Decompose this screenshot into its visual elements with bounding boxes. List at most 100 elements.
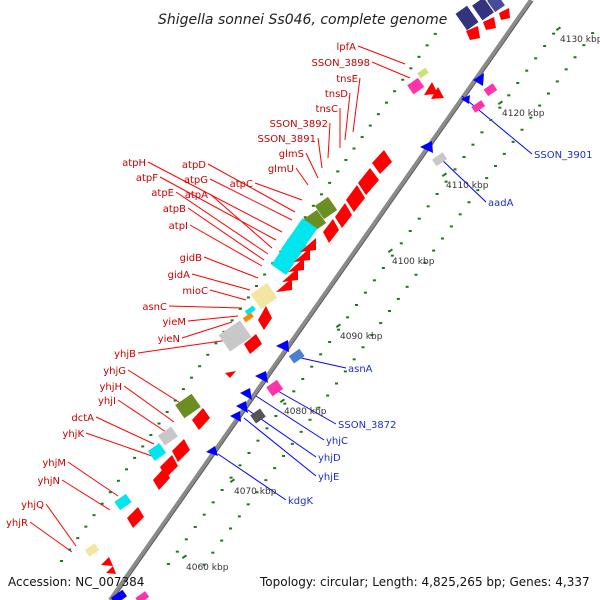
gene-label-glmu[interactable]: glmU xyxy=(268,164,294,175)
gene-glmU[interactable] xyxy=(346,185,365,212)
gene-label-atpc[interactable]: atpC xyxy=(230,179,253,190)
gene-SSON_3901-c[interactable] xyxy=(461,95,470,104)
gene-label-atpe[interactable]: atpE xyxy=(151,188,174,199)
gene-SSON_3901-b[interactable] xyxy=(483,83,498,97)
gene-yhjG[interactable] xyxy=(175,393,201,419)
gene-yieN[interactable] xyxy=(258,306,272,330)
gene-label-glms[interactable]: glmS xyxy=(279,149,304,160)
gene-label-atpi[interactable]: atpI xyxy=(169,221,188,232)
gene-yhjK-c[interactable] xyxy=(153,468,170,490)
gene-label-yhjd[interactable]: yhjD xyxy=(318,453,341,464)
gene-label-sson_3898[interactable]: SSON_3898 xyxy=(312,58,371,69)
gene-atpA[interactable] xyxy=(323,219,339,243)
gene-mioC[interactable] xyxy=(250,282,278,310)
small-forward-gene[interactable] xyxy=(225,371,236,378)
gene-label-asnc[interactable]: asnC xyxy=(142,302,167,313)
gene-label-yien[interactable]: yieN xyxy=(158,334,180,345)
gene-label-asna[interactable]: asnA xyxy=(348,364,373,375)
gene-yhjE[interactable] xyxy=(250,408,266,424)
gene-label-yhjr[interactable]: yhjR xyxy=(6,518,28,529)
gene-SSON_3901-a[interactable] xyxy=(473,73,484,86)
gene-label-atph[interactable]: atpH xyxy=(122,158,146,169)
scale-tick-dot xyxy=(157,422,161,425)
gene-label-gidb[interactable]: gidB xyxy=(180,253,202,264)
gene-atpI[interactable] xyxy=(288,258,304,272)
gene-aadA-a[interactable] xyxy=(420,141,433,153)
gene-SSON_3892[interactable] xyxy=(372,150,392,174)
bottom-reverse-gene-b[interactable] xyxy=(135,591,150,600)
feature-block[interactable] xyxy=(472,0,494,21)
gene-label-sson_3892[interactable]: SSON_3892 xyxy=(270,119,329,130)
gene-label-tnsd[interactable]: tnsD xyxy=(325,89,348,100)
gene-label-yiem[interactable]: yieM xyxy=(163,317,186,328)
gene-yhjK[interactable] xyxy=(172,439,190,462)
gene-label-yhjm[interactable]: yhjM xyxy=(42,458,66,469)
gene-yhjH[interactable] xyxy=(192,408,210,430)
gene-label-atpg[interactable]: atpG xyxy=(184,175,208,186)
gene-gidB[interactable] xyxy=(282,268,298,282)
gene-label-yhjq[interactable]: yhjQ xyxy=(21,500,44,511)
gene-SSON_3901-d[interactable] xyxy=(471,100,486,113)
gene-label-atpf[interactable]: atpF xyxy=(136,173,158,184)
forward-gene-arrow[interactable] xyxy=(483,17,496,30)
gene-label-gida[interactable]: gidA xyxy=(168,270,190,281)
gene-atpF[interactable] xyxy=(271,235,307,275)
gene-yhjE-b[interactable] xyxy=(230,411,241,422)
gene-label-kdgk[interactable]: kdgK xyxy=(288,496,313,507)
gene-asnA-b[interactable] xyxy=(288,348,305,364)
gene-label-yhjb[interactable]: yhjB xyxy=(114,349,136,360)
gene-tnsE[interactable] xyxy=(424,82,438,95)
gene-SSON_3898[interactable] xyxy=(407,77,425,95)
gene-yhjB[interactable] xyxy=(218,320,252,352)
gene-label-yhjh[interactable]: yhjH xyxy=(99,382,122,393)
gene-label-yhji[interactable]: yhjI xyxy=(98,396,116,407)
gene-atpD[interactable] xyxy=(314,196,338,220)
gene-glmS[interactable] xyxy=(358,168,379,195)
gene-label-atpd[interactable]: atpD xyxy=(182,160,206,171)
gene-label-atpb[interactable]: atpB xyxy=(163,204,186,215)
gene-SSON_3872-b[interactable] xyxy=(266,379,284,397)
gene-tnsD[interactable] xyxy=(431,87,444,99)
gene-dctA[interactable] xyxy=(147,443,167,461)
gene-aadA-b[interactable] xyxy=(431,152,448,167)
gene-yhjB-b[interactable] xyxy=(244,334,262,354)
gene-lpfA[interactable] xyxy=(417,67,429,79)
gene-yhjM[interactable] xyxy=(114,493,132,511)
gene-atpB[interactable] xyxy=(294,248,310,262)
gene-label-mioc[interactable]: mioC xyxy=(182,286,208,297)
gene-label-sson_3872[interactable]: SSON_3872 xyxy=(338,420,397,431)
gene-kdgK-a[interactable] xyxy=(206,446,218,456)
forward-gene-arrow[interactable] xyxy=(466,26,480,40)
gene-label-yhjc[interactable]: yhjC xyxy=(326,436,348,447)
gene-SSON_3872-a[interactable] xyxy=(255,371,268,383)
feature-block[interactable] xyxy=(487,0,505,13)
gene-label-yhjn[interactable]: yhjN xyxy=(37,476,60,487)
gene-yhjC[interactable] xyxy=(240,388,252,400)
gene-label-sson_3891[interactable]: SSON_3891 xyxy=(258,134,317,145)
gene-label-aada[interactable]: aadA xyxy=(488,198,514,209)
gene-gidA[interactable] xyxy=(276,278,292,292)
gene-yhjD[interactable] xyxy=(236,401,248,413)
gene-label-sson_3901[interactable]: SSON_3901 xyxy=(534,150,593,161)
forward-gene-arrow[interactable] xyxy=(499,8,510,20)
gene-label-yhjk[interactable]: yhjK xyxy=(62,429,84,440)
gene-yhjI[interactable] xyxy=(158,426,178,446)
gene-label-tnse[interactable]: tnsE xyxy=(336,74,358,85)
feature-block[interactable] xyxy=(455,5,479,31)
bottom-reverse-gene[interactable] xyxy=(110,589,128,600)
gene-label-yhjg[interactable]: yhjG xyxy=(103,366,126,377)
gene-label-atpa[interactable]: atpA xyxy=(185,190,208,201)
gene-label-yhje[interactable]: yhjE xyxy=(318,472,339,483)
gene-label-lpfa[interactable]: lpfA xyxy=(337,42,357,53)
gene-yhjR-b[interactable] xyxy=(106,566,116,574)
gene-yieM[interactable] xyxy=(242,312,254,323)
gene-label-dcta[interactable]: dctA xyxy=(71,413,94,424)
gene-yhjN[interactable] xyxy=(127,507,144,528)
gene-asnA-a[interactable] xyxy=(276,340,289,352)
gene-atpE[interactable] xyxy=(300,238,316,252)
gene-atpC[interactable] xyxy=(335,203,352,228)
gene-yhjQ[interactable] xyxy=(84,543,100,557)
gene-asnC[interactable] xyxy=(244,305,256,316)
gene-yhjR[interactable] xyxy=(101,557,113,566)
gene-label-tnsc[interactable]: tnsC xyxy=(316,104,338,115)
